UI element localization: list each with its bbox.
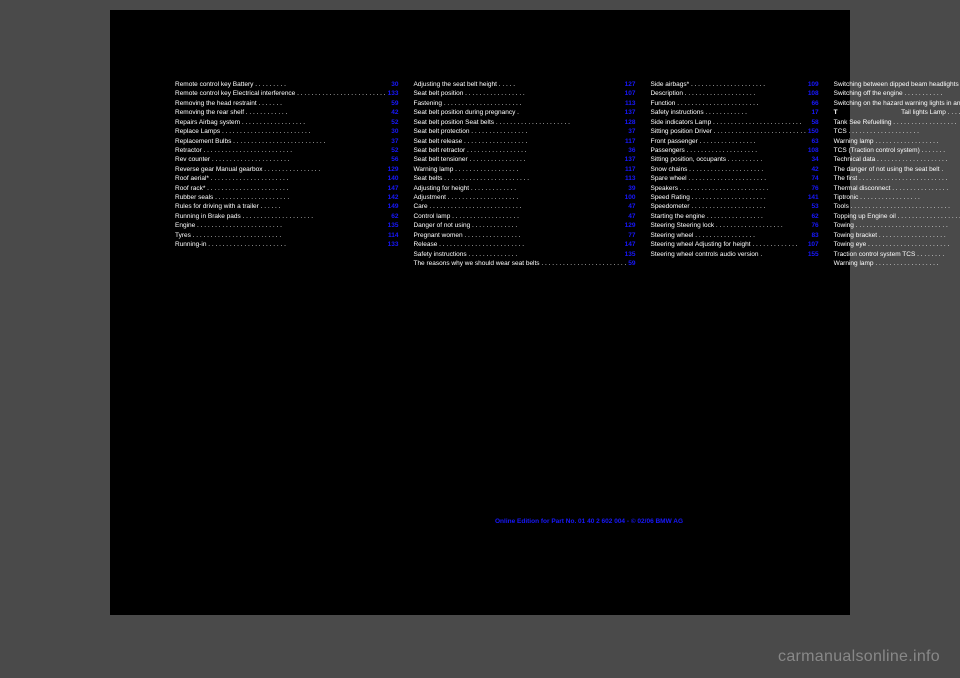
index-entry[interactable]: Repairs Airbag system . . . . . . . . . …	[175, 118, 398, 127]
index-entry[interactable]: Towing bracket . . . . . . . . . . . . .…	[834, 231, 960, 240]
index-entry[interactable]: Adjustment . . . . . . . . . . . . . . .…	[413, 193, 635, 202]
index-entry[interactable]: Towing . . . . . . . . . . . . . . . . .…	[834, 221, 960, 230]
index-entry[interactable]: Seat belts . . . . . . . . . . . . . . .…	[413, 174, 635, 183]
column-1: Remote control key Battery . . . . . . .…	[175, 80, 398, 268]
index-entry[interactable]: Switching off the engine . . . . . . . .…	[834, 89, 960, 98]
index-entry[interactable]: Seat belt tensioner . . . . . . . . . . …	[413, 155, 635, 164]
index-entry[interactable]: Remote control key Battery . . . . . . .…	[175, 80, 398, 89]
index-entry[interactable]: Starting the engine . . . . . . . . . . …	[650, 212, 818, 221]
index-entry[interactable]: Warning lamp . . . . . . . . . . . . . .…	[834, 259, 960, 268]
index-entry[interactable]: Traction control system TCS . . . . . . …	[834, 250, 960, 259]
index-entry[interactable]: Function . . . . . . . . . . . . . . . .…	[650, 99, 818, 108]
index-entry[interactable]: Speed Rating . . . . . . . . . . . . . .…	[650, 193, 818, 202]
index-entry[interactable]: Pregnant women . . . . . . . . . . . . .…	[413, 231, 635, 240]
index-entry[interactable]: Tiptronic . . . . . . . . . . . . . . . …	[834, 193, 960, 202]
index-entry[interactable]: Rev counter . . . . . . . . . . . . . . …	[175, 155, 398, 164]
watermark-text: carmanualsonline.info	[778, 648, 940, 666]
column-2: Adjusting the seat belt height . . . . .…	[413, 80, 635, 268]
index-entry[interactable]: Speakers . . . . . . . . . . . . . . . .…	[650, 184, 818, 193]
index-entry[interactable]: Release . . . . . . . . . . . . . . . . …	[413, 240, 635, 249]
index-entry[interactable]: Fastening . . . . . . . . . . . . . . . …	[413, 99, 635, 108]
index-entry[interactable]: Reverse gear Manual gearbox . . . . . . …	[175, 165, 398, 174]
index-entry[interactable]: Control lamp . . . . . . . . . . . . . .…	[413, 212, 635, 221]
index-entry[interactable]: Warning lamp . . . . . . . . . . . . . .…	[413, 165, 635, 174]
manual-page: Remote control key Battery . . . . . . .…	[110, 10, 850, 615]
index-entry[interactable]: Spare wheel . . . . . . . . . . . . . . …	[650, 174, 818, 183]
index-entry[interactable]: Switching on the hazard warning lights i…	[834, 99, 960, 108]
index-entry[interactable]: Rubber seals . . . . . . . . . . . . . .…	[175, 193, 398, 202]
index-entry[interactable]: Safety instructions . . . . . . . . . . …	[413, 250, 635, 259]
index-entry[interactable]: Adjusting for height . . . . . . . . . .…	[413, 184, 635, 193]
index-entry[interactable]: Replacement Bulbs . . . . . . . . . . . …	[175, 137, 398, 146]
footer-link[interactable]: Online Edition for Part No. 01 40 2 602 …	[495, 518, 683, 525]
index-entry[interactable]: TCS . . . . . . . . . . . . . . . . . . …	[834, 127, 960, 136]
index-entry[interactable]: Seat belt protection . . . . . . . . . .…	[413, 127, 635, 136]
index-entry[interactable]: Replace Lamps . . . . . . . . . . . . . …	[175, 127, 398, 136]
index-entry[interactable]: Switching between dipped beam headlights…	[834, 80, 960, 89]
index-entry[interactable]: Technical data . . . . . . . . . . . . .…	[834, 155, 960, 164]
index-entry[interactable]: Topping up Engine oil . . . . . . . . . …	[834, 212, 960, 221]
index-entry[interactable]: Running-in . . . . . . . . . . . . . . .…	[175, 240, 398, 249]
index-entry[interactable]: Description . . . . . . . . . . . . . . …	[650, 89, 818, 98]
index-entry[interactable]: Thermal disconnect . . . . . . . . . . .…	[834, 184, 960, 193]
index-entry[interactable]: Passengers . . . . . . . . . . . . . . .…	[650, 146, 818, 155]
index-entry[interactable]: Warning lamp . . . . . . . . . . . . . .…	[834, 137, 960, 146]
index-entry[interactable]: TCS (Traction control system) . . . . . …	[834, 146, 960, 155]
index-entry[interactable]: Tyres . . . . . . . . . . . . . . . . . …	[175, 231, 398, 240]
index-entry[interactable]: Side indicators Lamp . . . . . . . . . .…	[650, 118, 818, 127]
index-entry[interactable]: Removing the rear shelf . . . . . . . . …	[175, 108, 398, 117]
index-entry[interactable]: Steering wheel . . . . . . . . . . . . .…	[650, 231, 818, 240]
index-entry[interactable]: Seat belt position Seat belts . . . . . …	[413, 118, 635, 127]
index-entry[interactable]: The danger of not using the seat belt .5…	[834, 165, 960, 174]
index-entry[interactable]: Steering wheel Adjusting for height . . …	[650, 240, 818, 249]
index-entry[interactable]: Steering wheel controls audio version .1…	[650, 250, 818, 259]
index-entry[interactable]: Roof aerial* . . . . . . . . . . . . . .…	[175, 174, 398, 183]
index-entry[interactable]: Seat belt position . . . . . . . . . . .…	[413, 89, 635, 98]
index-entry[interactable]: Snow chains . . . . . . . . . . . . . . …	[650, 165, 818, 174]
index-entry[interactable]: Seat belt release . . . . . . . . . . . …	[413, 137, 635, 146]
index-content: Remote control key Battery . . . . . . .…	[175, 80, 785, 268]
index-entry[interactable]: Seat belt position during pregnancy .137	[413, 108, 635, 117]
index-entry[interactable]: Removing the head restraint . . . . . . …	[175, 99, 398, 108]
index-entry[interactable]: Speedometer . . . . . . . . . . . . . . …	[650, 202, 818, 211]
index-entry[interactable]: Sitting position, occupants . . . . . . …	[650, 155, 818, 164]
index-entry[interactable]: T Tail lights Lamp . . . . . . . . . . .…	[834, 108, 960, 117]
index-entry[interactable]: Danger of not using . . . . . . . . . . …	[413, 221, 635, 230]
index-entry[interactable]: Remote control key Electrical interferen…	[175, 89, 398, 98]
index-entry[interactable]: Retractor . . . . . . . . . . . . . . . …	[175, 146, 398, 155]
index-entry[interactable]: The reasons why we should wear seat belt…	[413, 259, 635, 268]
index-entry[interactable]: Front passenger . . . . . . . . . . . . …	[650, 137, 818, 146]
index-entry[interactable]: Safety instructions . . . . . . . . . . …	[650, 108, 818, 117]
index-entry[interactable]: Running in Brake pads . . . . . . . . . …	[175, 212, 398, 221]
index-entry[interactable]: Sitting position Driver . . . . . . . . …	[650, 127, 818, 136]
index-entry[interactable]: Rules for driving with a trailer . . . .…	[175, 202, 398, 211]
index-entry[interactable]: Steering Steering lock . . . . . . . . .…	[650, 221, 818, 230]
index-entry[interactable]: Tank See Refuelling . . . . . . . . . . …	[834, 118, 960, 127]
index-columns: Remote control key Battery . . . . . . .…	[175, 80, 785, 268]
index-entry[interactable]: Roof rack* . . . . . . . . . . . . . . .…	[175, 184, 398, 193]
index-entry[interactable]: Tools . . . . . . . . . . . . . . . . . …	[834, 202, 960, 211]
index-entry[interactable]: Adjusting the seat belt height . . . . .…	[413, 80, 635, 89]
index-entry[interactable]: Care . . . . . . . . . . . . . . . . . .…	[413, 202, 635, 211]
index-entry[interactable]: Engine . . . . . . . . . . . . . . . . .…	[175, 221, 398, 230]
column-4: Switching between dipped beam headlights…	[834, 80, 960, 268]
index-entry[interactable]: Towing eye . . . . . . . . . . . . . . .…	[834, 240, 960, 249]
index-entry[interactable]: The first . . . . . . . . . . . . . . . …	[834, 174, 960, 183]
index-entry[interactable]: Seat belt retractor . . . . . . . . . . …	[413, 146, 635, 155]
index-entry[interactable]: Side airbags* . . . . . . . . . . . . . …	[650, 80, 818, 89]
column-3: Side airbags* . . . . . . . . . . . . . …	[650, 80, 818, 268]
